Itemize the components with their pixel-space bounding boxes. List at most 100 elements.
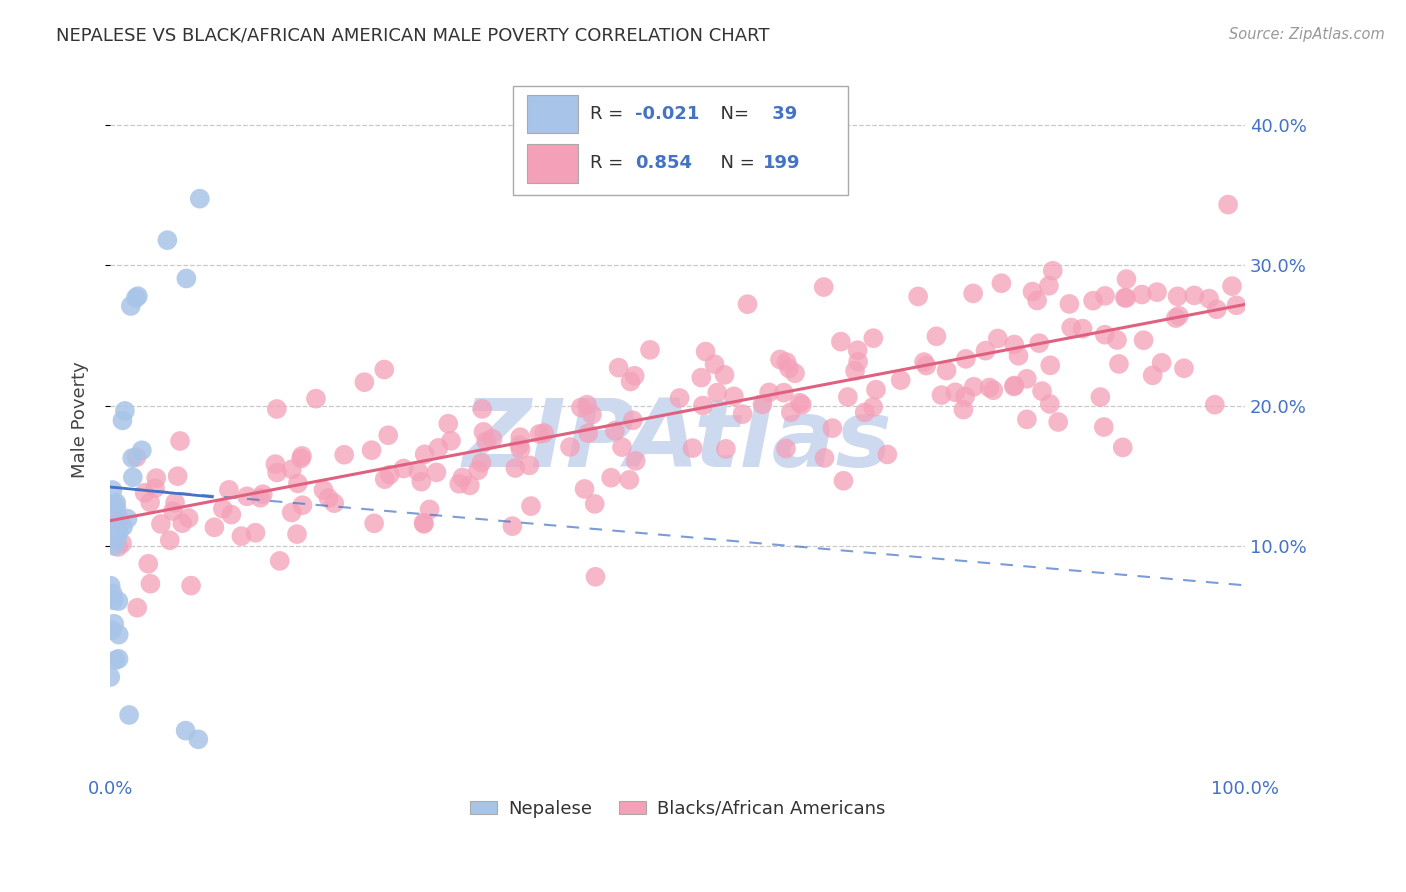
Point: [714, 442, 737, 456]
Point: [236, 489, 259, 503]
Point: [533, 425, 555, 440]
Point: [177, 511, 200, 525]
Point: [353, 375, 375, 389]
Point: [853, 405, 876, 419]
Point: [281, 462, 304, 476]
Point: [107, 627, 129, 641]
Point: [690, 370, 713, 384]
Point: [1114, 291, 1136, 305]
Point: [467, 463, 489, 477]
Point: [249, 491, 271, 505]
Point: [166, 469, 188, 483]
Point: [1031, 384, 1053, 399]
Point: [931, 388, 953, 402]
Point: [692, 399, 714, 413]
Text: 39: 39: [766, 105, 797, 123]
Point: [449, 476, 471, 491]
Point: [813, 450, 835, 465]
Point: [245, 525, 267, 540]
Point: [723, 389, 745, 403]
Point: [668, 391, 690, 405]
Point: [1173, 361, 1195, 376]
Point: [392, 461, 415, 475]
Point: [925, 329, 948, 343]
Point: [1015, 372, 1038, 386]
Point: [974, 343, 997, 358]
Point: [558, 440, 581, 454]
Point: [111, 413, 134, 427]
Point: [1039, 397, 1062, 411]
Point: [607, 360, 630, 375]
Point: [783, 366, 806, 380]
Point: [501, 519, 523, 533]
FancyBboxPatch shape: [527, 95, 578, 134]
Point: [103, 593, 125, 607]
Point: [149, 516, 172, 531]
Point: [583, 497, 606, 511]
Point: [789, 395, 811, 409]
Point: [408, 465, 430, 479]
Point: [218, 483, 240, 497]
Point: [790, 398, 813, 412]
Text: N=: N=: [709, 105, 755, 123]
Point: [962, 286, 984, 301]
Point: [1004, 378, 1026, 392]
Point: [285, 527, 308, 541]
Point: [508, 438, 530, 452]
Point: [1094, 327, 1116, 342]
Point: [107, 594, 129, 608]
Point: [576, 426, 599, 441]
Point: [619, 375, 641, 389]
Point: [1047, 415, 1070, 429]
Point: [373, 362, 395, 376]
Point: [751, 397, 773, 411]
Point: [1071, 321, 1094, 335]
Point: [574, 482, 596, 496]
FancyBboxPatch shape: [513, 86, 848, 195]
Point: [1164, 311, 1187, 326]
Point: [111, 536, 134, 550]
Point: [623, 368, 645, 383]
Point: [619, 473, 641, 487]
Point: [1146, 285, 1168, 300]
Point: [104, 498, 127, 512]
Point: [509, 442, 531, 457]
Point: [231, 529, 253, 543]
Point: [943, 385, 966, 400]
Point: [143, 481, 166, 495]
Point: [419, 502, 441, 516]
Point: [731, 407, 754, 421]
Point: [118, 708, 141, 723]
Point: [1142, 368, 1164, 383]
Point: [136, 557, 159, 571]
Point: [305, 392, 328, 406]
Point: [1002, 337, 1025, 351]
Point: [264, 457, 287, 471]
Point: [269, 554, 291, 568]
Point: [363, 516, 385, 531]
Point: [862, 331, 884, 345]
Text: 199: 199: [762, 154, 800, 172]
Point: [103, 525, 125, 540]
Point: [127, 289, 149, 303]
Point: [458, 478, 481, 492]
Point: [912, 355, 935, 369]
Y-axis label: Male Poverty: Male Poverty: [72, 361, 89, 478]
Point: [323, 496, 346, 510]
Point: [107, 652, 129, 666]
Point: [413, 447, 436, 461]
Point: [1150, 356, 1173, 370]
Point: [104, 539, 127, 553]
Point: [104, 653, 127, 667]
Point: [105, 496, 128, 510]
Point: [769, 352, 792, 367]
Point: [378, 467, 401, 482]
Point: [832, 474, 855, 488]
Point: [103, 616, 125, 631]
Point: [963, 380, 986, 394]
Point: [125, 291, 148, 305]
Point: [987, 331, 1010, 345]
Point: [1205, 302, 1227, 317]
Point: [470, 456, 492, 470]
Point: [638, 343, 661, 357]
